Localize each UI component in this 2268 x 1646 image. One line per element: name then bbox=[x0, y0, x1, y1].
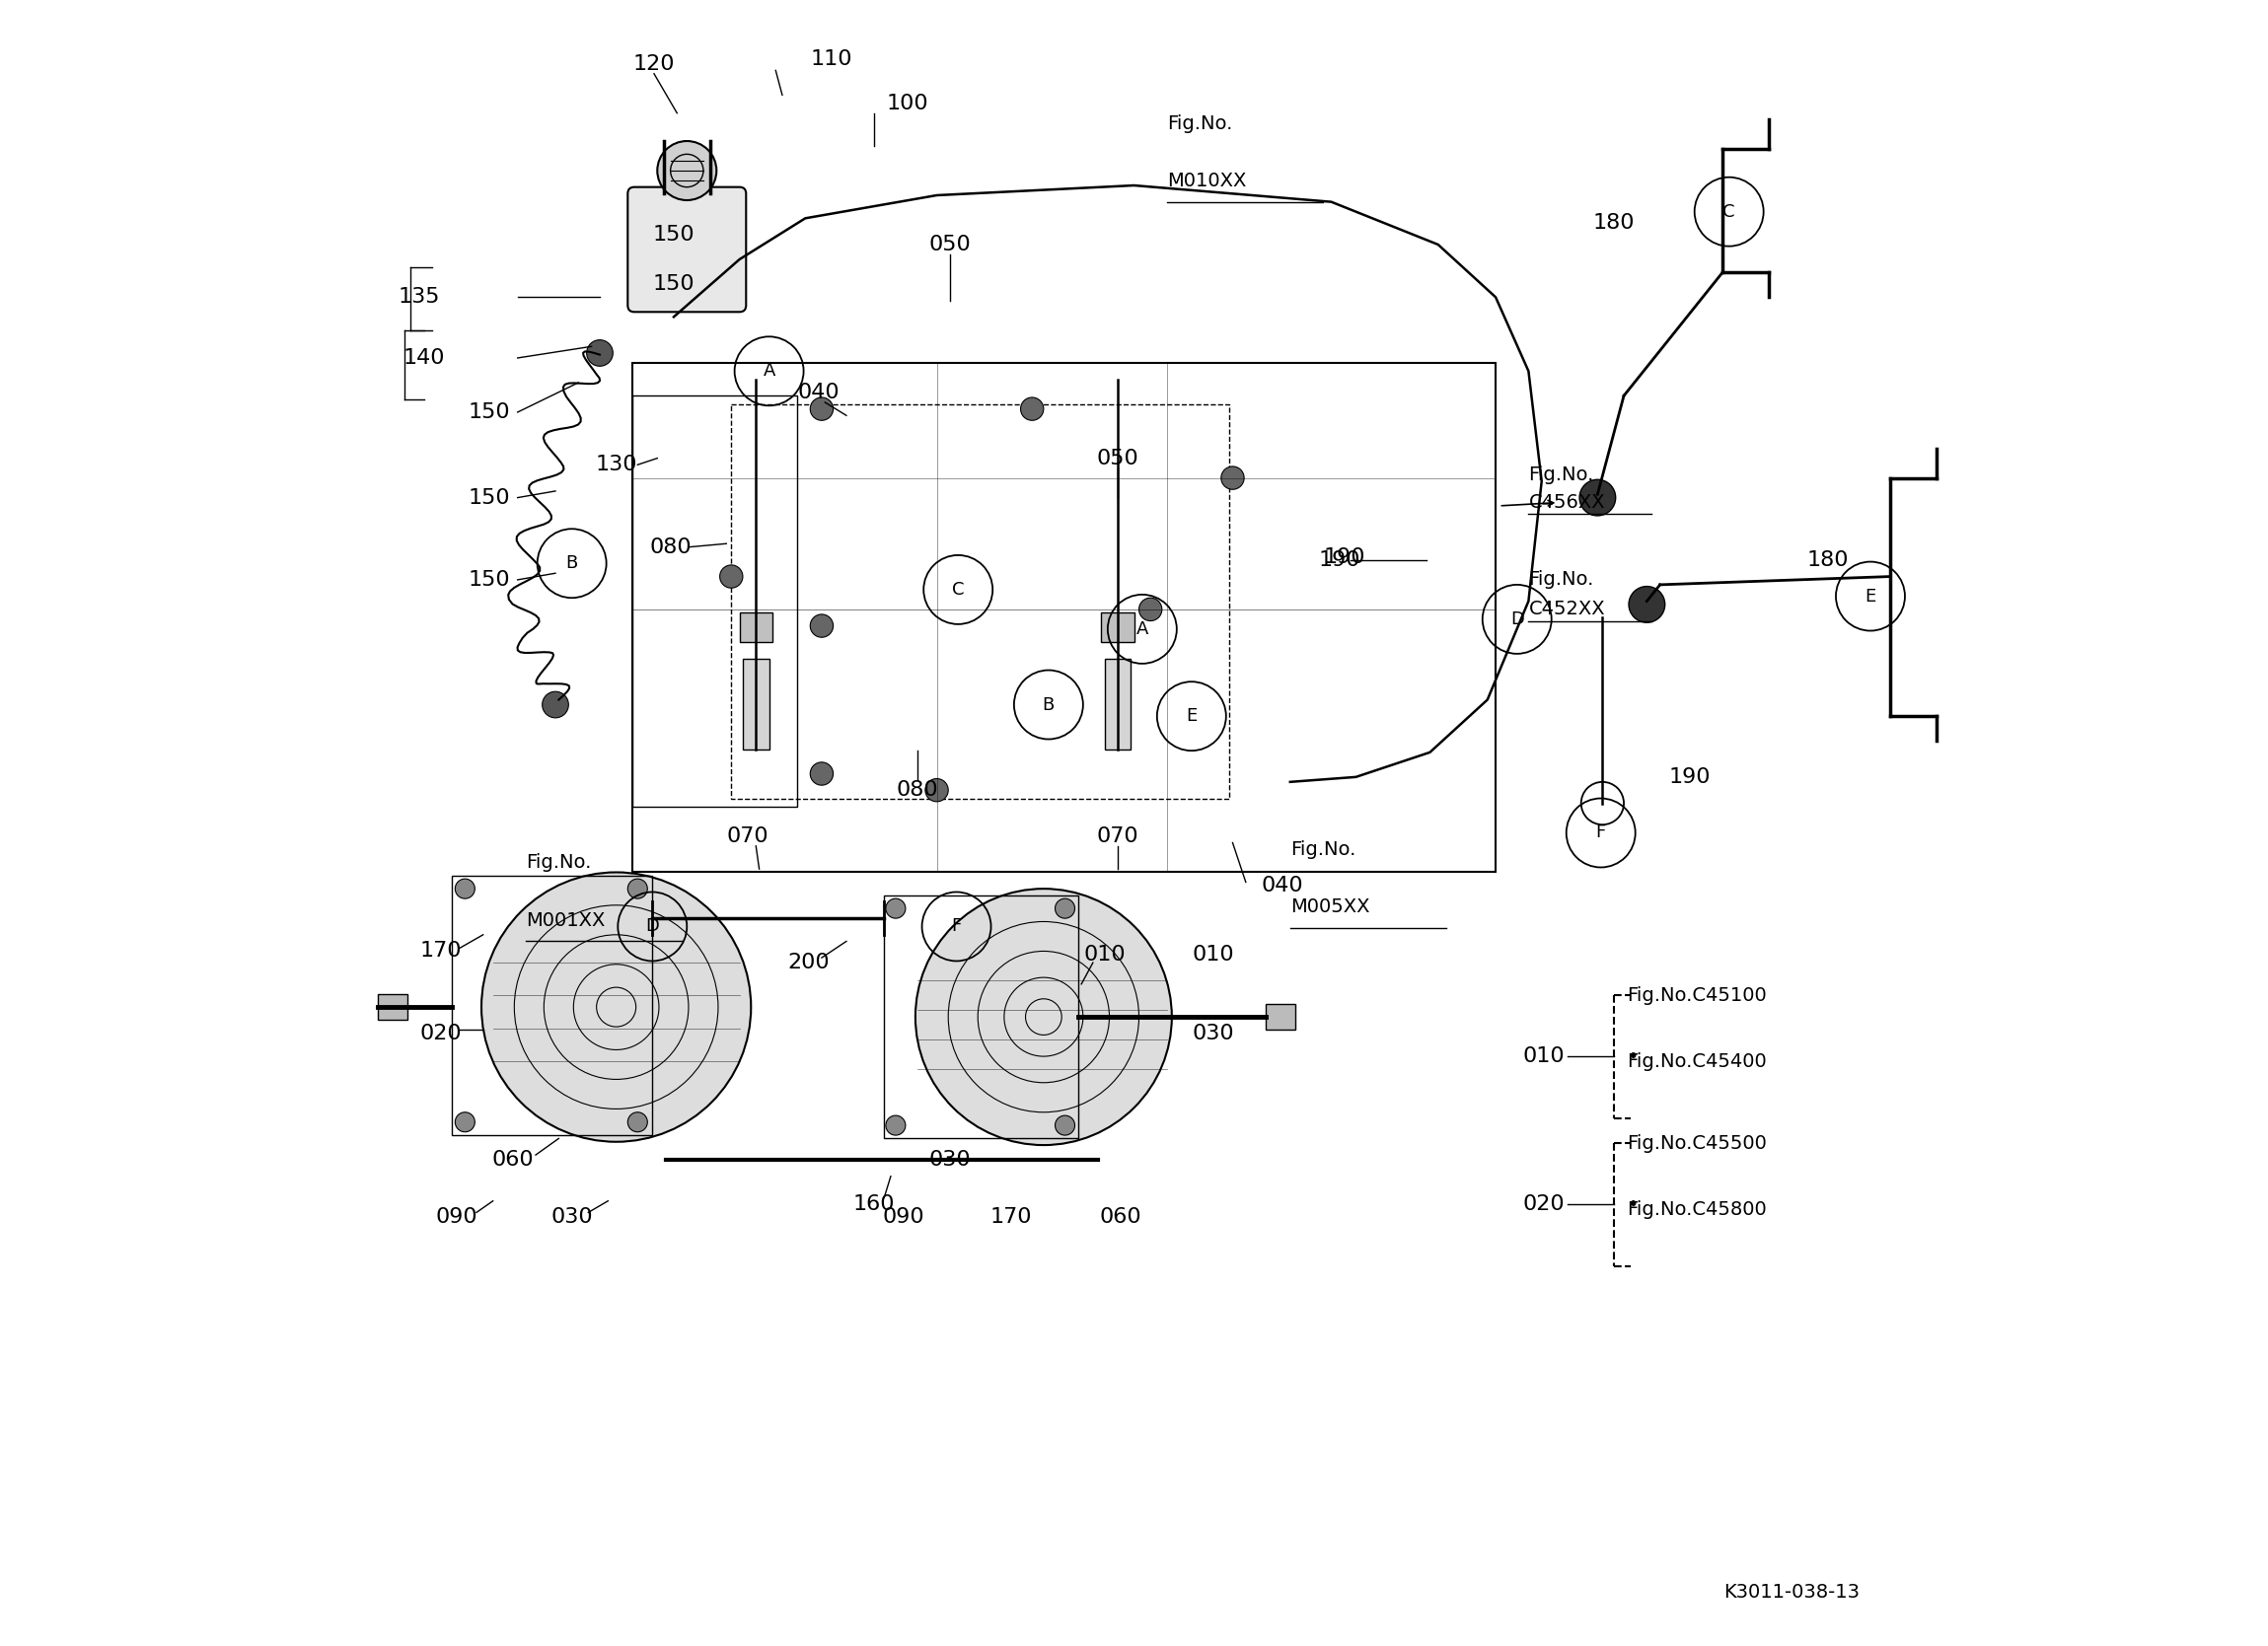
Text: 170: 170 bbox=[420, 942, 460, 961]
Text: 135: 135 bbox=[397, 288, 440, 308]
Text: 150: 150 bbox=[469, 487, 510, 507]
FancyBboxPatch shape bbox=[1102, 612, 1134, 642]
Text: C: C bbox=[1724, 202, 1735, 221]
Text: 190: 190 bbox=[1669, 767, 1710, 787]
Text: Fig.No.C45500: Fig.No.C45500 bbox=[1626, 1134, 1767, 1152]
Text: 150: 150 bbox=[653, 275, 694, 295]
Circle shape bbox=[1139, 597, 1161, 621]
Text: M001XX: M001XX bbox=[526, 912, 606, 930]
Text: 030: 030 bbox=[551, 1208, 592, 1228]
Circle shape bbox=[810, 614, 832, 637]
Text: 050: 050 bbox=[930, 235, 971, 255]
Text: 060: 060 bbox=[1100, 1208, 1141, 1228]
Text: C: C bbox=[953, 581, 964, 599]
Circle shape bbox=[1055, 1116, 1075, 1136]
Text: •: • bbox=[1626, 1049, 1637, 1067]
Circle shape bbox=[887, 1116, 905, 1136]
Text: 010: 010 bbox=[1522, 1047, 1565, 1067]
Text: 140: 140 bbox=[404, 347, 445, 367]
FancyBboxPatch shape bbox=[628, 188, 746, 313]
Text: 070: 070 bbox=[726, 826, 769, 846]
Circle shape bbox=[810, 397, 832, 420]
Text: 040: 040 bbox=[798, 382, 839, 402]
Circle shape bbox=[456, 1113, 474, 1132]
Text: 090: 090 bbox=[882, 1208, 925, 1228]
Circle shape bbox=[1220, 466, 1245, 489]
Text: 060: 060 bbox=[492, 1151, 533, 1170]
Text: Fig.No.: Fig.No. bbox=[1290, 841, 1356, 859]
Circle shape bbox=[456, 879, 474, 899]
Circle shape bbox=[628, 879, 646, 899]
FancyBboxPatch shape bbox=[379, 994, 408, 1021]
Circle shape bbox=[925, 779, 948, 802]
Text: 010: 010 bbox=[1193, 945, 1234, 965]
Text: 190: 190 bbox=[1318, 550, 1361, 570]
Text: C456XX: C456XX bbox=[1529, 494, 1606, 512]
Text: Fig.No.: Fig.No. bbox=[526, 854, 592, 872]
Text: 020: 020 bbox=[420, 1024, 460, 1044]
Text: 160: 160 bbox=[853, 1195, 896, 1215]
Text: 010: 010 bbox=[1084, 945, 1125, 965]
Text: K3011-038-13: K3011-038-13 bbox=[1724, 1583, 1860, 1602]
Circle shape bbox=[1579, 479, 1615, 515]
Circle shape bbox=[587, 339, 612, 365]
Text: 190: 190 bbox=[1325, 546, 1365, 566]
Circle shape bbox=[887, 899, 905, 918]
Circle shape bbox=[916, 889, 1173, 1146]
Text: •: • bbox=[1626, 1195, 1637, 1215]
FancyBboxPatch shape bbox=[1266, 1004, 1295, 1030]
Text: D: D bbox=[646, 918, 660, 935]
Text: Fig.No.C45100: Fig.No.C45100 bbox=[1626, 986, 1767, 1006]
Text: Fig.No.: Fig.No. bbox=[1529, 466, 1594, 484]
Text: 020: 020 bbox=[1522, 1195, 1565, 1215]
Text: D: D bbox=[1510, 611, 1524, 629]
Text: 130: 130 bbox=[594, 454, 637, 474]
Text: 040: 040 bbox=[1261, 876, 1302, 895]
Text: 100: 100 bbox=[887, 94, 928, 114]
Text: 150: 150 bbox=[469, 570, 510, 589]
Text: Fig.No.: Fig.No. bbox=[1529, 571, 1594, 589]
Text: E: E bbox=[1186, 708, 1198, 726]
Text: 150: 150 bbox=[469, 402, 510, 421]
Text: A: A bbox=[762, 362, 776, 380]
Text: 120: 120 bbox=[633, 54, 676, 74]
Circle shape bbox=[481, 872, 751, 1142]
Text: 080: 080 bbox=[896, 780, 939, 800]
Circle shape bbox=[719, 565, 744, 588]
Text: C452XX: C452XX bbox=[1529, 601, 1606, 619]
Text: B: B bbox=[1043, 696, 1055, 714]
Text: 180: 180 bbox=[1808, 550, 1848, 570]
FancyBboxPatch shape bbox=[744, 658, 769, 749]
Circle shape bbox=[810, 762, 832, 785]
Circle shape bbox=[542, 691, 569, 718]
Text: F: F bbox=[950, 918, 962, 935]
Text: 030: 030 bbox=[930, 1151, 971, 1170]
Text: 170: 170 bbox=[989, 1208, 1032, 1228]
Text: 200: 200 bbox=[787, 953, 830, 973]
Circle shape bbox=[1628, 586, 1665, 622]
Circle shape bbox=[658, 142, 717, 201]
Circle shape bbox=[1021, 397, 1043, 420]
Circle shape bbox=[1055, 899, 1075, 918]
Text: Fig.No.: Fig.No. bbox=[1166, 114, 1232, 133]
Text: 110: 110 bbox=[810, 49, 853, 69]
Text: 150: 150 bbox=[653, 226, 694, 245]
Text: 070: 070 bbox=[1095, 826, 1139, 846]
FancyBboxPatch shape bbox=[1105, 658, 1132, 749]
Text: F: F bbox=[1597, 825, 1606, 841]
Text: 030: 030 bbox=[1193, 1024, 1234, 1044]
Text: M010XX: M010XX bbox=[1166, 171, 1245, 191]
Text: 080: 080 bbox=[649, 537, 692, 556]
Text: Fig.No.C45400: Fig.No.C45400 bbox=[1626, 1052, 1767, 1070]
Text: M005XX: M005XX bbox=[1290, 899, 1370, 917]
Text: E: E bbox=[1864, 588, 1876, 606]
Text: 180: 180 bbox=[1592, 214, 1635, 234]
Text: B: B bbox=[565, 555, 578, 573]
Text: A: A bbox=[1136, 621, 1148, 639]
Text: Fig.No.C45800: Fig.No.C45800 bbox=[1626, 1200, 1767, 1218]
Text: 050: 050 bbox=[1095, 448, 1139, 467]
FancyBboxPatch shape bbox=[739, 612, 773, 642]
Text: 090: 090 bbox=[435, 1208, 479, 1228]
Circle shape bbox=[628, 1113, 646, 1132]
